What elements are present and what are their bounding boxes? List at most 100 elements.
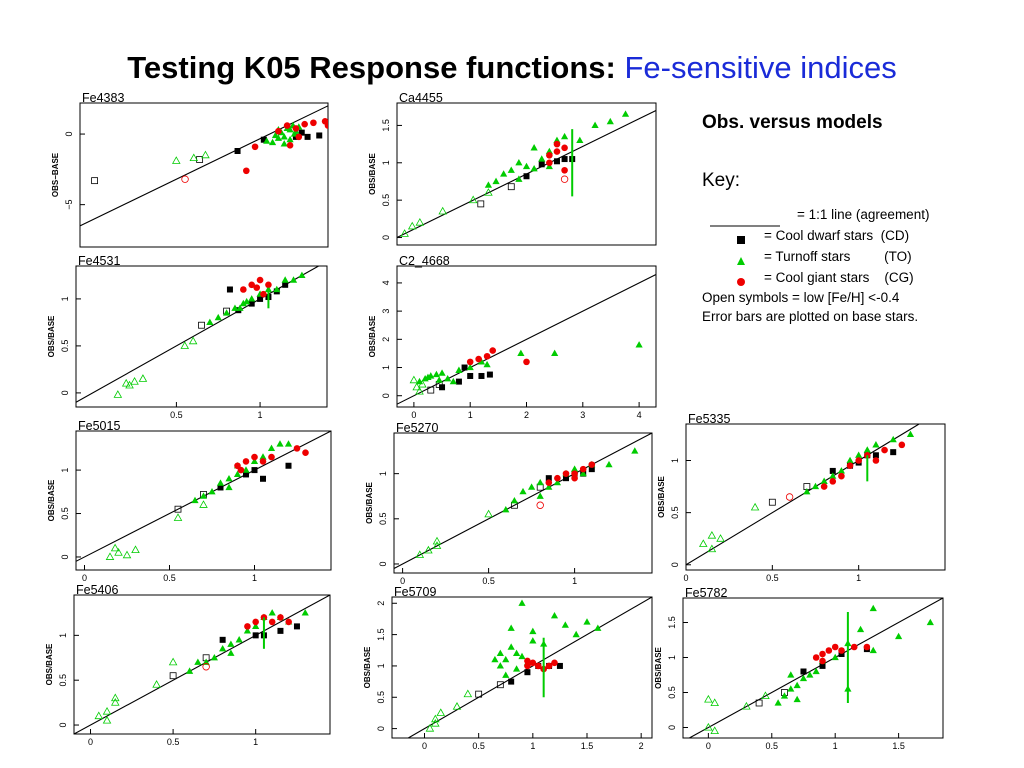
- data-point-to: [855, 451, 863, 458]
- data-point-to-open: [102, 706, 112, 715]
- data-point-cg: [256, 276, 264, 284]
- y-tick-label: 0.5: [376, 691, 386, 704]
- data-point-to: [591, 121, 599, 129]
- data-point-cg: [283, 122, 291, 129]
- data-point-cg: [293, 445, 301, 452]
- data-point-to-open: [424, 545, 433, 554]
- data-point-to-open: [761, 691, 770, 699]
- key-line-text: = 1:1 line (agreement): [797, 207, 930, 222]
- data-point-to-open: [168, 657, 178, 666]
- x-tick-label: 2: [524, 410, 529, 420]
- data-point-to: [515, 158, 523, 166]
- data-point-to-open: [436, 708, 446, 716]
- data-point-cg: [252, 618, 259, 626]
- x-tick-label: 1: [833, 741, 838, 751]
- data-point-to: [449, 377, 457, 385]
- data-point-cg: [475, 355, 482, 363]
- data-point-to-open: [138, 374, 148, 382]
- data-point-to-open: [110, 543, 120, 552]
- data-point-to: [872, 441, 880, 448]
- data-point-to: [926, 618, 934, 626]
- plot-frame: [682, 597, 944, 739]
- y-tick-label: 1: [58, 633, 68, 638]
- data-point-cd: [282, 281, 289, 288]
- data-point-to-open: [716, 534, 725, 542]
- data-point-to-open: [189, 153, 199, 162]
- plot-frame: [75, 430, 332, 571]
- data-point-to-open: [425, 723, 435, 732]
- data-point-to-open: [409, 375, 419, 384]
- data-point-to: [191, 496, 199, 504]
- data-point-to: [219, 645, 227, 652]
- data-point-to: [799, 674, 808, 682]
- data-point-cg: [553, 140, 561, 148]
- data-point-to: [492, 177, 500, 185]
- y-tick-label: 0.5: [670, 506, 680, 519]
- data-point-cg: [831, 643, 839, 651]
- data-point-cg: [545, 479, 553, 486]
- data-point-to: [273, 285, 281, 293]
- data-point-to: [519, 487, 527, 495]
- data-point-to: [507, 166, 515, 173]
- plot-title: Fe5709: [394, 585, 436, 599]
- y-tick-label: 0: [60, 554, 70, 559]
- data-point-cd: [252, 632, 259, 639]
- data-point-cg: [829, 478, 837, 485]
- data-point-to-open: [704, 694, 713, 703]
- data-point-to: [286, 135, 294, 143]
- y-tick-label: 4: [381, 280, 391, 285]
- x-tick-label: 1: [258, 410, 263, 420]
- data-point-to: [560, 132, 569, 140]
- data-point-to: [507, 624, 515, 631]
- data-point-cg: [302, 449, 309, 457]
- x-tick-label: 0: [88, 737, 93, 747]
- data-point-to-open: [180, 341, 190, 349]
- data-point-cd: [523, 173, 530, 180]
- data-point-to: [538, 155, 546, 162]
- y-axis-label: OBS−BASE: [51, 152, 60, 197]
- data-point-to: [856, 625, 865, 633]
- data-point-to: [483, 360, 491, 368]
- data-point-to-open: [750, 502, 760, 511]
- data-point-to-open: [94, 711, 104, 720]
- data-point-cg: [553, 148, 561, 155]
- y-tick-label: 0: [381, 393, 391, 398]
- x-tick-label: 1: [856, 573, 861, 583]
- data-point-to-open: [431, 714, 440, 723]
- data-point-to-open: [707, 530, 717, 539]
- data-point-to: [529, 627, 537, 635]
- data-point-to: [812, 667, 820, 675]
- data-point-to-open: [452, 702, 462, 710]
- key-label: Key:: [702, 170, 741, 191]
- data-point-cg: [571, 470, 578, 477]
- data-point-cd-open: [91, 177, 98, 185]
- data-point-to-open: [131, 545, 140, 554]
- plot-frame: [393, 432, 653, 574]
- data-point-cd: [298, 129, 305, 136]
- x-tick-label: 1: [572, 576, 577, 586]
- data-point-to: [233, 470, 242, 478]
- y-tick-label: 0: [670, 562, 680, 567]
- data-point-cd: [455, 378, 462, 385]
- data-point-to: [496, 649, 504, 656]
- data-point-cd-open: [755, 699, 763, 707]
- data-point-to: [512, 665, 521, 672]
- data-point-to: [793, 695, 801, 703]
- data-point-cd: [304, 133, 311, 140]
- data-point-to: [517, 349, 525, 357]
- data-point-cg: [292, 125, 300, 132]
- key-row-line: = 1:1 line (agreement): [702, 204, 1002, 227]
- data-point-to-open: [698, 539, 708, 547]
- data-point-cg: [571, 474, 578, 482]
- data-point-cd-open: [496, 681, 504, 689]
- data-point-to: [811, 482, 820, 490]
- y-tick-label: 1: [667, 655, 677, 660]
- data-point-to: [280, 133, 288, 140]
- data-point-cg: [240, 286, 247, 293]
- data-point-cd: [829, 467, 836, 474]
- data-point-to: [837, 467, 845, 474]
- data-point-cd: [260, 475, 266, 482]
